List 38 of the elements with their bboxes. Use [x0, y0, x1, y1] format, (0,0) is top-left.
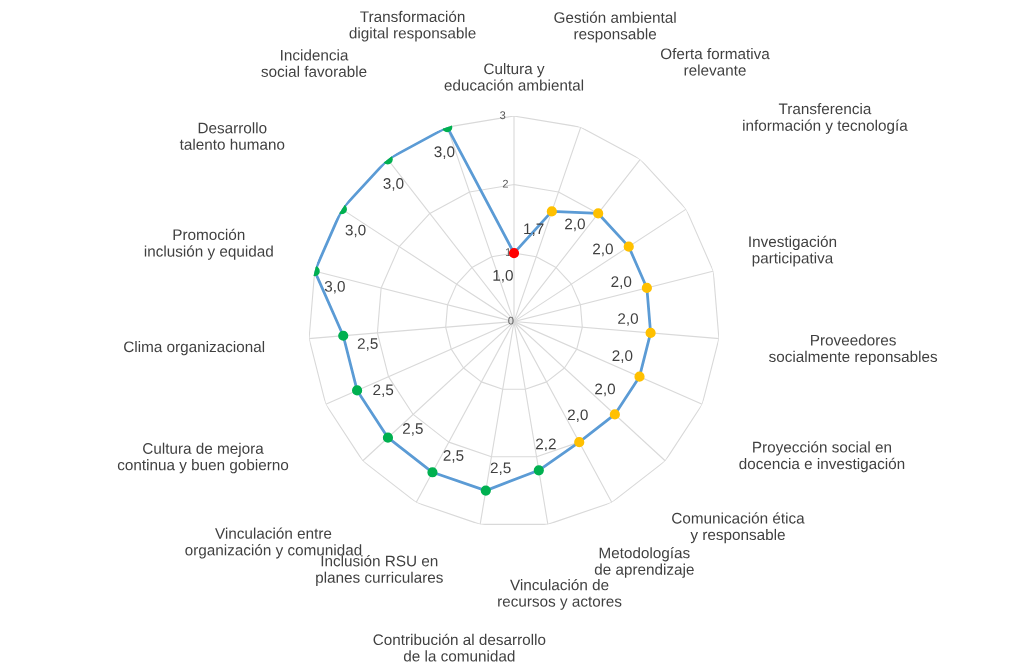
- data-label: 2,0: [567, 409, 588, 422]
- data-label: 2,0: [595, 383, 616, 397]
- y-tick-label: 2: [502, 179, 508, 188]
- spoke-label: Gestión ambiental responsable: [554, 11, 676, 43]
- spoke-label: Oferta formativa relevante: [660, 48, 770, 76]
- spoke-label: Transferencia información y tecnología: [743, 103, 908, 134]
- y-tick-label: 3: [500, 111, 506, 120]
- data-label: 2,5: [402, 423, 423, 436]
- data-label: 2,0: [612, 350, 633, 363]
- data-label: 2,0: [611, 276, 632, 289]
- data-label: 2,0: [618, 313, 639, 326]
- spoke-label: Investigación participativa: [749, 235, 837, 267]
- data-label: 2,5: [373, 384, 394, 398]
- spoke-label: Promoción inclusión y equidad: [144, 228, 273, 260]
- y-tick-label: 0: [508, 316, 514, 325]
- data-label: 2,2: [536, 438, 556, 452]
- spoke-label: Desarrollo talento humano: [179, 122, 285, 150]
- spoke-label: Cultura y educación ambiental: [444, 63, 584, 91]
- spoke-label: Clima organizacional: [124, 340, 265, 356]
- data-label: 3,0: [324, 280, 345, 294]
- data-label: 1,0: [493, 269, 513, 283]
- spoke-label: Cultura de mejora continua y buen gobierno: [117, 442, 289, 474]
- spoke-label: Transformación digital responsable: [349, 10, 476, 42]
- spoke-label: Proyección social en docencia e investigación: [739, 441, 905, 473]
- data-label: 3,0: [434, 146, 455, 159]
- spoke-label: Metodologías de aprendizaje: [594, 546, 694, 578]
- data-label: 2,5: [443, 450, 464, 463]
- data-label: 2,0: [565, 218, 585, 232]
- data-label: 2,5: [357, 338, 378, 351]
- data-label: 2,5: [490, 462, 511, 476]
- spoke-label: Contribución al desarrollo de la comunidad: [373, 633, 546, 662]
- spoke-label: Proveedores socialmente reponsables: [769, 334, 938, 366]
- data-label: 2,0: [593, 243, 613, 257]
- data-label: 3,0: [383, 178, 404, 191]
- spoke-label: Vinculación de recursos y actores: [498, 578, 622, 610]
- spoke-label: Comunicación ética y responsable: [672, 512, 805, 544]
- spoke-label: Incidencia social favorable: [261, 49, 367, 77]
- data-label: 3,0: [345, 224, 366, 238]
